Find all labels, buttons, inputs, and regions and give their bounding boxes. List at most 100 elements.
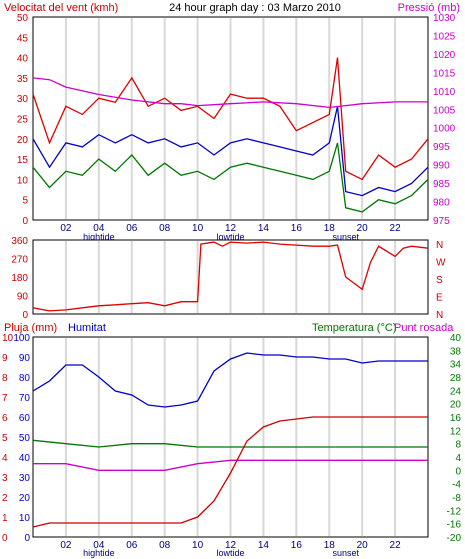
p1-left-tick: 5 [22, 196, 28, 207]
p2-compass-label: N [436, 240, 443, 251]
p1-series-0 [32, 57, 429, 181]
p3-x-tick: 14 [258, 540, 270, 551]
p3-humidity-tick: 100 [13, 333, 30, 344]
wind-axis-title: Velocitat del vent (kmh) [4, 2, 118, 14]
p2-left-tick: 180 [11, 273, 28, 284]
p3-humidity-tick: 30 [19, 473, 31, 484]
p3-temp-tick: 38 [450, 346, 462, 357]
p3-temp-tick: 28 [450, 373, 462, 384]
p1-x-tick: 20 [357, 223, 369, 234]
p1-x-tick: 16 [291, 223, 303, 234]
p1-right-tick: 1000 [433, 124, 456, 135]
p1-annotation: hightide [83, 232, 115, 242]
p1-right-tick: 1005 [433, 105, 456, 116]
p1-x-tick: 18 [324, 223, 336, 234]
temperature-axis-title: Temperatura (°C) [312, 322, 396, 334]
p1-left-tick: 0 [22, 216, 28, 227]
p3-x-tick: 04 [93, 540, 105, 551]
p3-rain-tick: 7 [2, 393, 8, 404]
p1-x-tick: 06 [126, 223, 138, 234]
p1-x-tick: 04 [93, 223, 105, 234]
p3-humidity-tick: 40 [19, 453, 31, 464]
p3-temp-tick: -20 [447, 533, 462, 544]
p3-x-tick: 08 [159, 540, 171, 551]
p1-right-tick: 1020 [433, 50, 456, 61]
p3-temp-tick: 12 [450, 426, 462, 437]
p2-series-0 [32, 241, 429, 312]
p1-right-tick: 1030 [433, 13, 456, 24]
p3-temp-tick: 0 [455, 466, 461, 477]
p1-left-tick: 35 [17, 74, 29, 85]
p3-humidity-tick: 80 [19, 373, 31, 384]
p2-left-tick: 360 [11, 236, 28, 247]
p2-compass-label: E [436, 293, 443, 304]
p1-left-tick: 25 [17, 115, 29, 126]
p3-rain-tick: 6 [2, 413, 8, 424]
p1-left-tick: 45 [17, 33, 29, 44]
p3-humidity-tick: 50 [19, 433, 31, 444]
p1-right-tick: 985 [433, 179, 450, 190]
p3-series-1 [32, 439, 428, 448]
p3-annotation: sunset [332, 548, 359, 558]
p3-temp-tick: -12 [447, 506, 462, 517]
p3-temp-tick: 34 [450, 360, 462, 371]
p3-temp-tick: -4 [452, 480, 461, 491]
p1-series-3 [32, 77, 428, 109]
p1-x-tick: 22 [390, 223, 402, 234]
p1-right-tick: 1025 [433, 31, 456, 42]
p3-humidity-tick: 60 [19, 413, 31, 424]
pressure-axis-title: Pressió (mb) [398, 2, 460, 14]
dewpoint-axis-title: Punt rosada [394, 322, 454, 334]
p3-rain-tick: 3 [2, 473, 8, 484]
p3-x-tick: 10 [192, 540, 204, 551]
p3-humidity-tick: 20 [19, 493, 31, 504]
p2-left-tick: 90 [17, 292, 29, 303]
p3-humidity-tick: 0 [24, 533, 30, 544]
p3-temp-tick: -16 [447, 520, 462, 531]
p2-compass-label: S [436, 275, 443, 286]
p3-rain-tick: 9 [2, 353, 8, 364]
p3-temp-tick: -8 [452, 493, 461, 504]
p1-x-tick: 02 [60, 223, 72, 234]
p1-right-tick: 980 [433, 198, 450, 209]
p1-left-tick: 50 [17, 13, 29, 24]
chart-title: 24 hour graph day : 03 Marzo 2010 [169, 2, 341, 14]
humidity-axis-title: Humitat [68, 322, 106, 334]
p1-right-tick: 975 [433, 216, 450, 227]
p3-temp-tick: 40 [450, 333, 462, 344]
p1-left-tick: 40 [17, 54, 29, 65]
p3-annotation: hightide [83, 548, 115, 558]
p2-left-tick: 0 [22, 310, 28, 321]
p3-x-tick: 20 [357, 540, 369, 551]
p3-series-0 [32, 352, 428, 408]
p1-series-2 [32, 142, 429, 213]
p1-left-tick: 10 [17, 175, 29, 186]
p1-annotation: sunset [332, 232, 359, 242]
p1-right-tick: 995 [433, 142, 450, 153]
p3-x-tick: 02 [60, 540, 72, 551]
p3-x-tick: 12 [225, 540, 237, 551]
p3-temp-tick: 20 [450, 400, 462, 411]
p3-rain-tick: 10 [2, 333, 14, 344]
p3-series-3 [32, 416, 428, 528]
p3-rain-tick: 2 [2, 493, 8, 504]
p3-humidity-tick: 90 [19, 353, 31, 364]
p3-rain-tick: 8 [2, 373, 8, 384]
p1-annotation: lowtide [216, 232, 244, 242]
rain-axis-title: Pluja (mm) [4, 322, 57, 334]
p1-x-tick: 10 [192, 223, 204, 234]
p3-temp-tick: 16 [450, 413, 462, 424]
p3-x-tick: 16 [291, 540, 303, 551]
p2-left-tick: 270 [11, 255, 28, 266]
p3-humidity-tick: 70 [19, 393, 31, 404]
p1-x-tick: 12 [225, 223, 237, 234]
p1-left-tick: 30 [17, 94, 29, 105]
p3-temp-tick: 4 [455, 453, 461, 464]
p3-humidity-tick: 10 [19, 513, 31, 524]
p1-left-tick: 15 [17, 155, 29, 166]
p3-annotation: lowtide [216, 548, 244, 558]
p3-rain-tick: 5 [2, 433, 8, 444]
p3-temp-tick: 24 [450, 386, 462, 397]
p3-rain-tick: 0 [2, 533, 8, 544]
